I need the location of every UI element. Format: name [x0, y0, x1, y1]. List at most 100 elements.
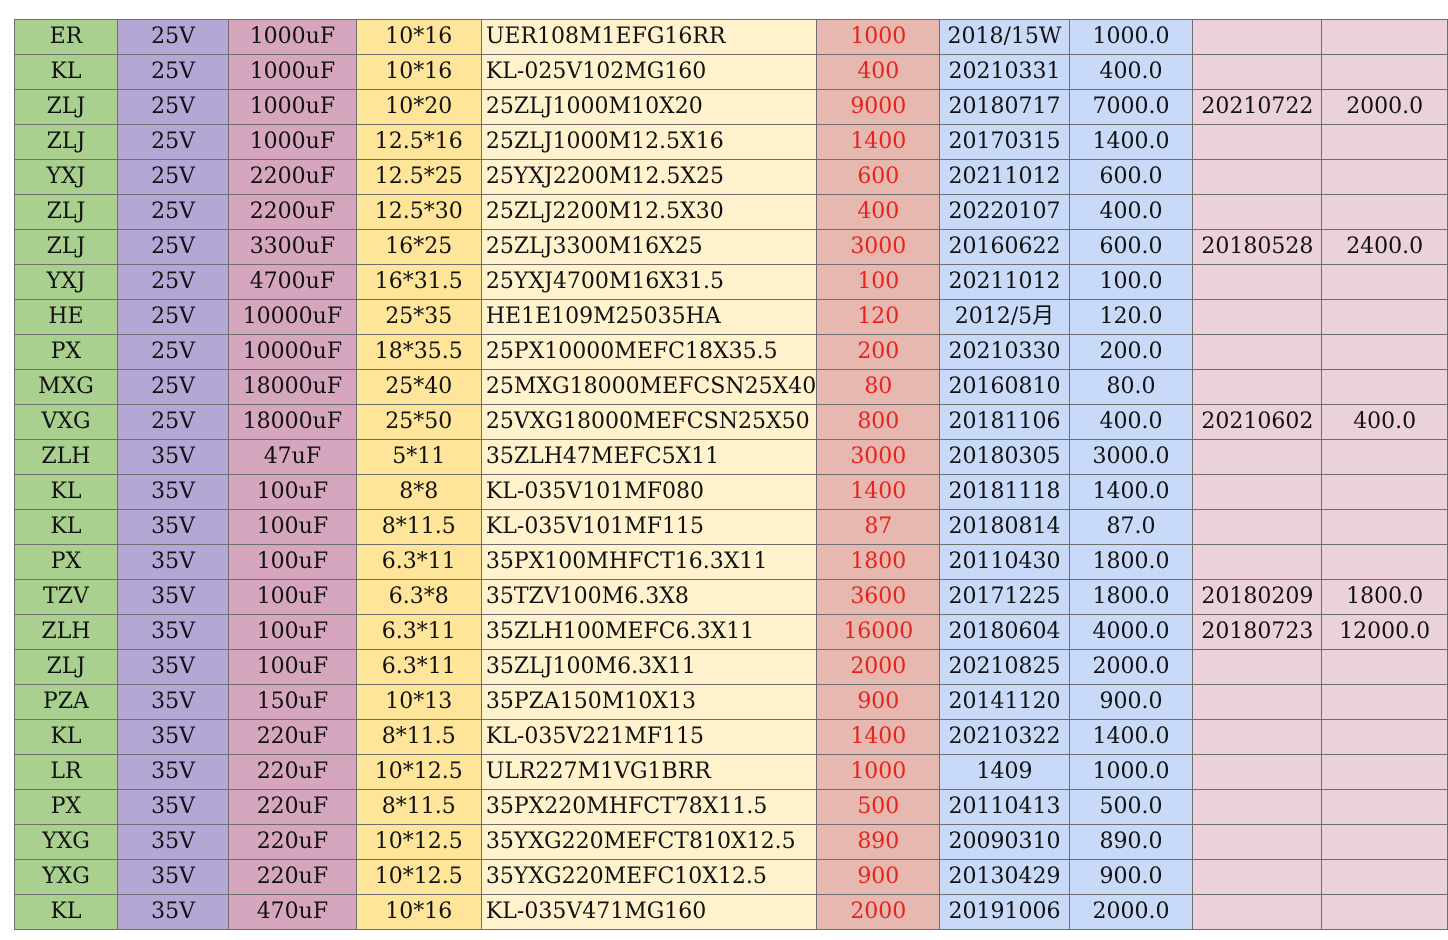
date2-cell[interactable]	[1192, 159, 1323, 195]
capacitance-cell[interactable]: 2200uF	[228, 159, 357, 195]
stock-cell[interactable]: 890.0	[1068, 824, 1194, 860]
stock-cell[interactable]: 3000.0	[1068, 439, 1194, 475]
date-cell[interactable]: 2012/5月	[939, 299, 1070, 335]
voltage-cell[interactable]: 25V	[116, 229, 230, 265]
stock-cell[interactable]: 2000.0	[1068, 649, 1194, 685]
part-number-cell[interactable]: 25VXG18000MEFCSN25X50	[480, 404, 818, 440]
capacitance-cell[interactable]: 1000uF	[228, 124, 357, 160]
quantity-cell[interactable]: 1000	[816, 19, 941, 55]
quantity-cell[interactable]: 1400	[816, 124, 941, 160]
stock-cell[interactable]: 1400.0	[1068, 474, 1194, 510]
voltage-cell[interactable]: 25V	[116, 159, 230, 195]
size-cell[interactable]: 8*8	[355, 474, 482, 510]
voltage-cell[interactable]: 35V	[116, 684, 230, 720]
series-cell[interactable]: ZLJ	[14, 89, 118, 125]
voltage-cell[interactable]: 25V	[116, 194, 230, 230]
stock2-cell[interactable]: 12000.0	[1321, 614, 1448, 650]
date-cell[interactable]: 20110413	[939, 789, 1070, 825]
part-number-cell[interactable]: KL-035V471MG160	[480, 894, 818, 930]
part-number-cell[interactable]: 25YXJ2200M12.5X25	[480, 159, 818, 195]
capacitance-cell[interactable]: 100uF	[228, 649, 357, 685]
date-cell[interactable]: 20171225	[939, 579, 1070, 615]
date2-cell[interactable]	[1192, 194, 1323, 230]
capacitance-cell[interactable]: 47uF	[228, 439, 357, 475]
size-cell[interactable]: 10*12.5	[355, 824, 482, 860]
capacitance-cell[interactable]: 18000uF	[228, 404, 357, 440]
date2-cell[interactable]: 20180723	[1192, 614, 1323, 650]
size-cell[interactable]: 25*40	[355, 369, 482, 405]
stock2-cell[interactable]	[1321, 54, 1448, 90]
stock2-cell[interactable]	[1321, 894, 1448, 930]
voltage-cell[interactable]: 35V	[116, 719, 230, 755]
date-cell[interactable]: 20210331	[939, 54, 1070, 90]
date-cell[interactable]: 20210330	[939, 334, 1070, 370]
date-cell[interactable]: 20220107	[939, 194, 1070, 230]
series-cell[interactable]: MXG	[14, 369, 118, 405]
stock2-cell[interactable]: 2000.0	[1321, 89, 1448, 125]
date2-cell[interactable]	[1192, 824, 1323, 860]
capacitance-cell[interactable]: 100uF	[228, 509, 357, 545]
series-cell[interactable]: ZLJ	[14, 649, 118, 685]
size-cell[interactable]: 10*20	[355, 89, 482, 125]
quantity-cell[interactable]: 100	[816, 264, 941, 300]
part-number-cell[interactable]: 35ZLJ100M6.3X11	[480, 649, 818, 685]
stock-cell[interactable]: 600.0	[1068, 229, 1194, 265]
stock2-cell[interactable]: 400.0	[1321, 404, 1448, 440]
part-number-cell[interactable]: 35ZLH47MEFC5X11	[480, 439, 818, 475]
stock-cell[interactable]: 7000.0	[1068, 89, 1194, 125]
voltage-cell[interactable]: 35V	[116, 509, 230, 545]
date2-cell[interactable]	[1192, 859, 1323, 895]
voltage-cell[interactable]: 35V	[116, 544, 230, 580]
date2-cell[interactable]	[1192, 439, 1323, 475]
date2-cell[interactable]	[1192, 474, 1323, 510]
stock-cell[interactable]: 500.0	[1068, 789, 1194, 825]
stock2-cell[interactable]	[1321, 159, 1448, 195]
capacitance-cell[interactable]: 1000uF	[228, 19, 357, 55]
date-cell[interactable]: 20181118	[939, 474, 1070, 510]
stock-cell[interactable]: 400.0	[1068, 194, 1194, 230]
size-cell[interactable]: 6.3*8	[355, 579, 482, 615]
stock-cell[interactable]: 2000.0	[1068, 894, 1194, 930]
voltage-cell[interactable]: 35V	[116, 579, 230, 615]
voltage-cell[interactable]: 35V	[116, 439, 230, 475]
quantity-cell[interactable]: 1800	[816, 544, 941, 580]
quantity-cell[interactable]: 890	[816, 824, 941, 860]
part-number-cell[interactable]: KL-035V221MF115	[480, 719, 818, 755]
quantity-cell[interactable]: 16000	[816, 614, 941, 650]
stock-cell[interactable]: 1000.0	[1068, 19, 1194, 55]
size-cell[interactable]: 6.3*11	[355, 649, 482, 685]
quantity-cell[interactable]: 3000	[816, 229, 941, 265]
capacitance-cell[interactable]: 220uF	[228, 859, 357, 895]
quantity-cell[interactable]: 400	[816, 54, 941, 90]
quantity-cell[interactable]: 87	[816, 509, 941, 545]
quantity-cell[interactable]: 2000	[816, 894, 941, 930]
date-cell[interactable]: 20141120	[939, 684, 1070, 720]
date-cell[interactable]: 1409	[939, 754, 1070, 790]
stock2-cell[interactable]: 1800.0	[1321, 579, 1448, 615]
part-number-cell[interactable]: 25PX10000MEFC18X35.5	[480, 334, 818, 370]
voltage-cell[interactable]: 25V	[116, 124, 230, 160]
stock-cell[interactable]: 900.0	[1068, 684, 1194, 720]
part-number-cell[interactable]: 35PZA150M10X13	[480, 684, 818, 720]
series-cell[interactable]: PX	[14, 334, 118, 370]
stock-cell[interactable]: 1400.0	[1068, 124, 1194, 160]
part-number-cell[interactable]: 25ZLJ2200M12.5X30	[480, 194, 818, 230]
date2-cell[interactable]	[1192, 19, 1323, 55]
series-cell[interactable]: ER	[14, 19, 118, 55]
capacitance-cell[interactable]: 10000uF	[228, 299, 357, 335]
date2-cell[interactable]: 20210722	[1192, 89, 1323, 125]
size-cell[interactable]: 5*11	[355, 439, 482, 475]
date-cell[interactable]: 20160622	[939, 229, 1070, 265]
date-cell[interactable]: 20180305	[939, 439, 1070, 475]
date2-cell[interactable]: 20180528	[1192, 229, 1323, 265]
size-cell[interactable]: 12.5*25	[355, 159, 482, 195]
voltage-cell[interactable]: 35V	[116, 789, 230, 825]
series-cell[interactable]: PZA	[14, 684, 118, 720]
size-cell[interactable]: 10*16	[355, 894, 482, 930]
part-number-cell[interactable]: 25ZLJ1000M12.5X16	[480, 124, 818, 160]
capacitance-cell[interactable]: 220uF	[228, 754, 357, 790]
stock2-cell[interactable]	[1321, 369, 1448, 405]
date-cell[interactable]: 20210322	[939, 719, 1070, 755]
quantity-cell[interactable]: 1400	[816, 474, 941, 510]
quantity-cell[interactable]: 900	[816, 859, 941, 895]
